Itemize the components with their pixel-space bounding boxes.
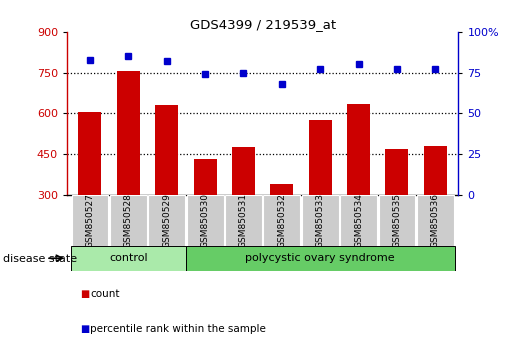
Bar [148,195,185,246]
Text: GSM850535: GSM850535 [392,193,402,248]
Text: GSM850536: GSM850536 [431,193,440,248]
Bar [194,159,217,195]
Bar [110,195,147,246]
Text: disease state: disease state [3,254,77,264]
Bar [155,105,178,195]
Bar [270,184,294,195]
Bar [424,146,447,195]
Bar [186,195,224,246]
Bar [347,104,370,195]
Bar [302,195,339,246]
Bar [263,195,300,246]
Title: GDS4399 / 219539_at: GDS4399 / 219539_at [190,18,336,31]
Text: count: count [90,289,119,299]
Text: GSM850528: GSM850528 [124,193,133,248]
Text: GSM850527: GSM850527 [85,193,94,248]
Text: polycystic ovary syndrome: polycystic ovary syndrome [245,253,395,263]
Text: control: control [109,253,148,263]
Bar [340,195,377,246]
Bar [308,120,332,195]
Text: ■: ■ [80,289,89,299]
Bar [385,149,408,195]
Text: GSM850533: GSM850533 [316,193,325,248]
Text: GSM850534: GSM850534 [354,193,363,248]
Text: ■: ■ [80,324,89,334]
Bar [186,246,455,271]
Text: GSM850530: GSM850530 [200,193,210,248]
Text: GSM850531: GSM850531 [239,193,248,248]
Bar [417,195,454,246]
Bar [225,195,262,246]
Text: GSM850532: GSM850532 [278,193,286,248]
Bar [78,113,101,195]
Bar [72,195,108,246]
Bar [232,147,255,195]
Bar [71,246,186,271]
Bar [379,195,416,246]
Text: GSM850529: GSM850529 [162,193,171,248]
Bar [117,71,140,195]
Text: percentile rank within the sample: percentile rank within the sample [90,324,266,334]
